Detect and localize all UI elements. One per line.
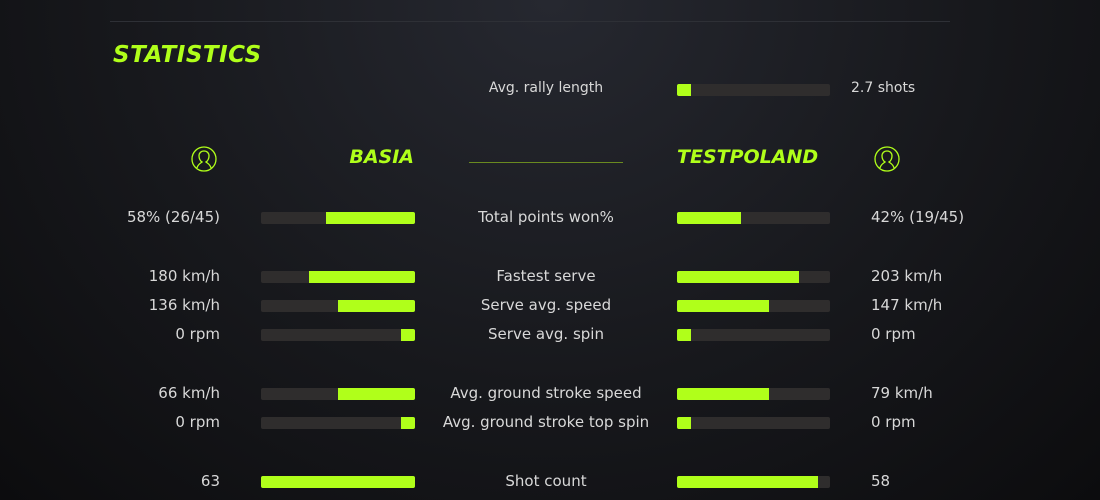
stat-row: 136 km/h Serve avg. speed 147 km/h [0, 296, 1100, 316]
left-value: 66 km/h [158, 384, 220, 402]
left-value: 0 rpm [175, 413, 220, 431]
bar-fill [677, 417, 691, 429]
user-circle-icon [191, 146, 217, 172]
divider [110, 21, 950, 22]
left-value: 58% (26/45) [126, 208, 220, 226]
bar-fill [677, 84, 691, 96]
bar-fill [401, 417, 415, 429]
stat-row: 0 rpm Serve avg. spin 0 rpm [0, 325, 1100, 345]
left-value: 63 [200, 472, 220, 490]
bar-fill [677, 212, 742, 224]
left-bar [261, 476, 415, 488]
right-bar [677, 300, 830, 312]
bar-fill [338, 300, 415, 312]
left-value: 180 km/h [148, 267, 220, 285]
left-value: 0 rpm [175, 325, 220, 343]
bar-fill [325, 212, 415, 224]
right-bar [677, 388, 830, 400]
right-value: 0 rpm [871, 413, 916, 431]
bar-fill [261, 476, 415, 488]
right-bar [677, 329, 830, 341]
left-value: 136 km/h [148, 296, 220, 314]
left-bar [261, 271, 415, 283]
right-value: 58 [871, 472, 891, 490]
bar-fill [677, 329, 691, 341]
right-bar [677, 476, 830, 488]
bar-fill [308, 271, 415, 283]
bar-fill [401, 329, 415, 341]
player-name-right: TESTPOLAND [677, 146, 819, 168]
left-bar [261, 388, 415, 400]
right-value: 42% (19/45) [871, 208, 965, 226]
right-bar [677, 417, 830, 429]
stat-label: Avg. ground stroke top spin [442, 413, 650, 431]
bar-fill [677, 388, 769, 400]
left-bar [261, 212, 415, 224]
stat-label: Fastest serve [496, 267, 596, 285]
right-bar [677, 271, 830, 283]
stat-label: Serve avg. speed [480, 296, 612, 314]
left-bar [261, 417, 415, 429]
stat-row: 66 km/h Avg. ground stroke speed 79 km/h [0, 384, 1100, 404]
stat-label: Total points won% [478, 208, 614, 226]
bar-fill [677, 300, 769, 312]
rally-bar [677, 84, 830, 96]
right-value: 203 km/h [871, 267, 943, 285]
bar-fill [677, 271, 800, 283]
stat-value: 2.7 shots [851, 80, 916, 96]
stat-label: Shot count [505, 472, 587, 490]
left-bar [261, 329, 415, 341]
user-circle-icon [874, 146, 900, 172]
right-bar [677, 212, 830, 224]
stat-label: Avg. ground stroke speed [450, 384, 642, 402]
stat-row-rally: Avg. rally length 2.7 shots [0, 80, 1100, 100]
stat-row: 63 Shot count 58 [0, 472, 1100, 492]
right-value: 0 rpm [871, 325, 916, 343]
stat-label: Avg. rally length [488, 80, 604, 96]
section-title: STATISTICS [113, 42, 262, 68]
stat-label: Serve avg. spin [488, 325, 604, 343]
stat-row: 58% (26/45) Total points won% 42% (19/45… [0, 208, 1100, 228]
player-name-left: BASIA [349, 146, 414, 168]
left-bar [261, 300, 415, 312]
bar-fill [338, 388, 415, 400]
stat-row: 0 rpm Avg. ground stroke top spin 0 rpm [0, 413, 1100, 433]
stat-row: 180 km/h Fastest serve 203 km/h [0, 267, 1100, 287]
bar-fill [677, 476, 818, 488]
right-value: 79 km/h [871, 384, 933, 402]
right-value: 147 km/h [871, 296, 943, 314]
divider [469, 162, 623, 163]
